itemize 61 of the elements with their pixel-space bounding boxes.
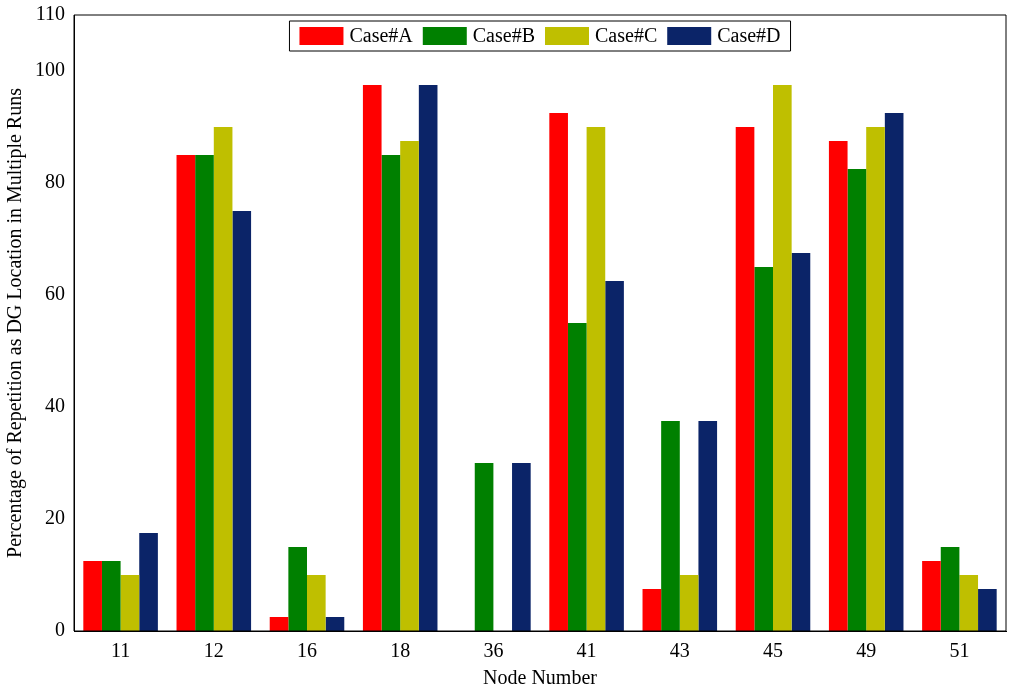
bar <box>922 561 941 631</box>
bar <box>418 85 438 631</box>
bar <box>642 589 662 631</box>
y-tick-label: 80 <box>45 170 65 193</box>
bar <box>101 561 121 631</box>
x-tick-label: 16 <box>297 639 317 662</box>
bar <box>325 617 345 631</box>
y-axis-title: Percentage of Repetition as DG Location in Multiple Runs <box>3 87 27 558</box>
bar <box>381 155 401 631</box>
x-tick-label: 11 <box>110 639 131 662</box>
x-tick-label: 45 <box>763 639 783 662</box>
x-tick-label: 43 <box>669 639 690 662</box>
y-tick-label: 20 <box>45 506 65 529</box>
bar <box>679 575 699 631</box>
legend-label: Case#C <box>595 24 658 47</box>
x-axis-title: Node Number <box>483 666 598 689</box>
x-tick-label: 51 <box>949 639 970 662</box>
y-tick-label: 110 <box>35 2 65 25</box>
x-tick-label: 49 <box>856 639 877 662</box>
y-tick-label: 100 <box>35 58 65 81</box>
bar <box>512 463 531 631</box>
bar <box>549 113 568 631</box>
bar <box>698 421 718 631</box>
x-tick-label: 12 <box>203 639 224 662</box>
legend-label: Case#D <box>717 24 781 47</box>
bar <box>269 617 289 631</box>
bar <box>213 127 233 631</box>
x-tick-label: 36 <box>483 639 504 662</box>
bar <box>120 575 140 631</box>
legend-label: Case#A <box>349 24 414 47</box>
bar <box>959 575 979 631</box>
bar <box>884 113 904 631</box>
bar <box>567 323 587 631</box>
bar <box>307 575 326 631</box>
bar <box>978 589 997 631</box>
bar <box>586 127 606 631</box>
bar <box>83 561 102 631</box>
bar <box>866 127 885 631</box>
bar <box>288 547 307 631</box>
bar <box>828 141 848 631</box>
bar <box>605 281 624 631</box>
bar <box>400 141 419 631</box>
y-tick-label: 40 <box>45 394 65 417</box>
y-tick-label: 0 <box>55 618 65 641</box>
bar <box>791 253 811 631</box>
bar <box>735 127 755 631</box>
legend-label: Case#B <box>472 24 535 47</box>
bar <box>362 85 382 631</box>
bar <box>232 211 252 631</box>
x-tick-label: 41 <box>576 639 597 662</box>
bar <box>661 421 680 631</box>
bar <box>773 85 792 631</box>
bar <box>474 463 494 631</box>
bar <box>139 533 158 631</box>
bar <box>195 155 214 631</box>
bar <box>176 155 196 631</box>
x-tick-label: 18 <box>390 639 411 662</box>
bar <box>940 547 960 631</box>
bar <box>754 267 773 631</box>
bar <box>847 169 867 631</box>
y-tick-label: 60 <box>45 282 65 305</box>
